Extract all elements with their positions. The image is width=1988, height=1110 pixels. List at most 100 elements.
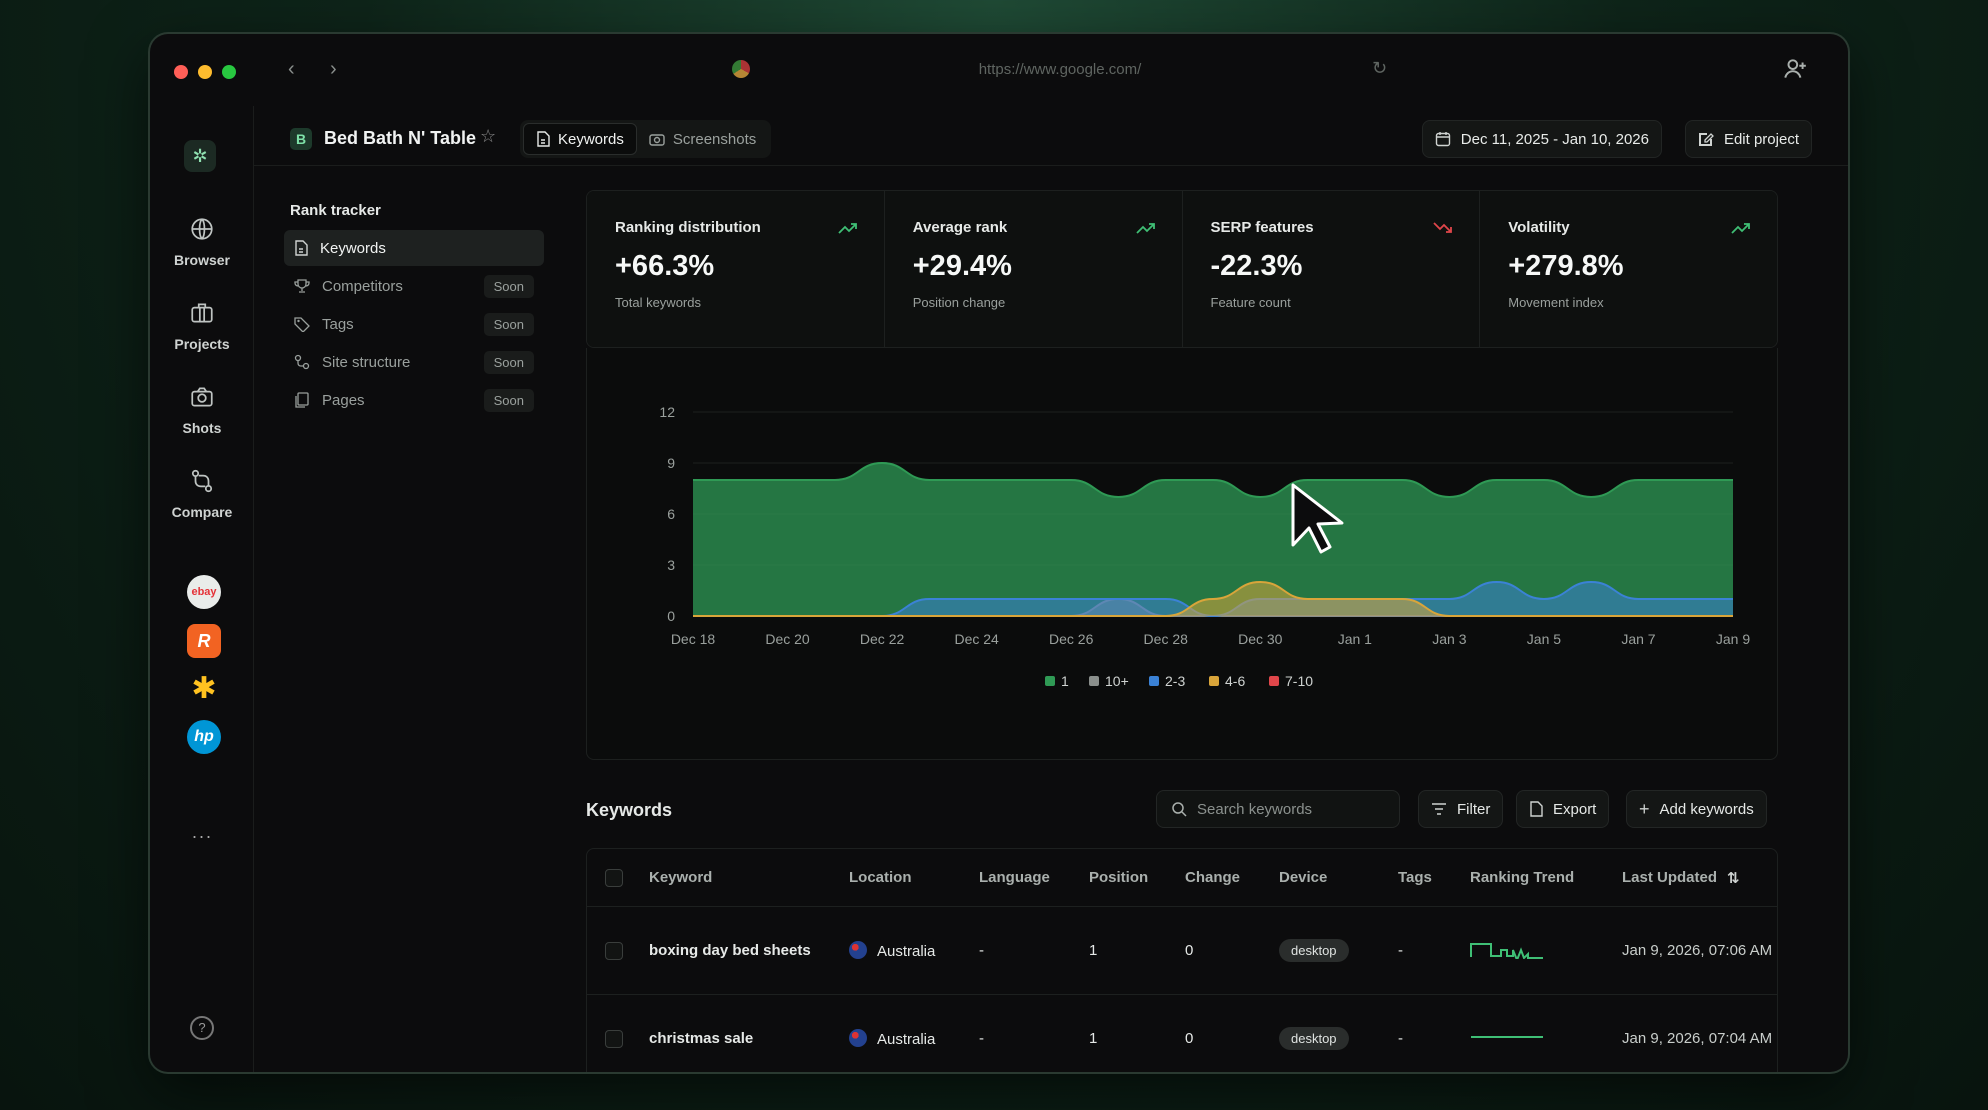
column-header[interactable]: Location [849, 869, 912, 886]
ranking-chart-svg: 0 3 6 9 12 Dec 18 Dec 20 Dec 22 Dec 24 Dec 26 Dec … [659, 404, 1750, 689]
sort-icon: ⇅ [1727, 869, 1740, 887]
legend-swatch-2-3 [1149, 676, 1159, 686]
sidebar-item-shots[interactable]: Shots [150, 384, 254, 438]
document-icon [295, 240, 308, 256]
location-text: Australia [877, 1031, 936, 1048]
forward-icon[interactable]: › [330, 58, 337, 80]
keyword-cell: boxing day bed sheets [649, 942, 811, 959]
favorite-ebay[interactable]: ebay [187, 575, 221, 609]
stat-subtitle: Feature count [1210, 295, 1291, 310]
stat-title: Volatility [1508, 219, 1570, 236]
more-icon[interactable]: ··· [191, 826, 213, 846]
legend-swatch-1 [1045, 676, 1055, 686]
row-checkbox[interactable] [605, 1029, 623, 1048]
x-tick-label: Dec 18 [671, 631, 716, 647]
nav-item-tags[interactable]: Tags Soon [284, 306, 544, 342]
add-keywords-button[interactable]: + Add keywords [1626, 790, 1767, 828]
help-icon[interactable]: ? [190, 1016, 214, 1040]
soon-badge: Soon [483, 274, 534, 298]
column-header[interactable]: Device [1279, 869, 1328, 886]
tab-screenshots[interactable]: Screenshots [637, 123, 768, 155]
legend-swatch-7-10 [1269, 676, 1279, 686]
x-tick-label: Dec 30 [1238, 631, 1283, 647]
file-icon [1530, 801, 1543, 817]
trend-up-icon [1731, 223, 1750, 234]
column-header[interactable]: Ranking Trend [1470, 869, 1575, 886]
nav-item-label: Keywords [320, 239, 386, 257]
add-user-icon[interactable] [1782, 56, 1808, 82]
table-row[interactable]: christmas sale Australia - 1 0 desktop -… [587, 995, 1777, 1072]
keywords-table: Keyword Location Language Position Chang… [586, 848, 1778, 1072]
tab-label: Keywords [558, 130, 624, 148]
stat-value: +29.4% [912, 250, 1012, 282]
site-structure-icon [294, 354, 310, 370]
stat-serp-features: SERP features -22.3% Feature count [1182, 191, 1481, 347]
legend-swatch-4-6 [1209, 676, 1219, 686]
tab-keywords[interactable]: Keywords [523, 123, 637, 155]
soon-badge: Soon [483, 350, 534, 374]
search-input[interactable]: Search keywords [1156, 790, 1400, 828]
camera-icon [649, 134, 665, 146]
column-header[interactable]: Language [979, 869, 1050, 886]
series-area-1 [693, 463, 1733, 616]
x-tick-label: Dec 26 [1049, 631, 1094, 647]
nav-item-pages[interactable]: Pages Soon [284, 382, 544, 418]
legend-label-10+: 10+ [1105, 673, 1129, 689]
column-header[interactable]: Position [1089, 869, 1149, 886]
export-label: Export [1553, 800, 1597, 818]
project-name: Bed Bath N' Table [324, 128, 476, 148]
minimize-window-button[interactable] [198, 65, 212, 79]
language-cell: - [979, 942, 984, 959]
back-icon[interactable]: ‹ [288, 58, 295, 80]
plus-icon: + [1639, 798, 1650, 819]
maximize-window-button[interactable] [222, 65, 236, 79]
url-bar[interactable]: https://www.google.com/ [978, 61, 1142, 78]
australia-flag-icon [849, 1029, 867, 1047]
x-tick-label: Dec 20 [765, 631, 810, 647]
keywords-title: Keywords [586, 800, 673, 820]
nav-item-competitors[interactable]: Competitors Soon [284, 268, 544, 304]
soon-badge: Soon [483, 388, 534, 412]
nav-item-keywords[interactable]: Keywords [284, 230, 544, 266]
sidebar-item-label: Compare [171, 504, 233, 520]
ranking-chart: 0 3 6 9 12 Dec 18 Dec 20 Dec 22 Dec 24 Dec 26 Dec … [586, 348, 1778, 760]
column-header[interactable]: Tags [1398, 869, 1432, 886]
favorite-hp[interactable]: hp [187, 720, 221, 754]
row-checkbox[interactable] [605, 941, 623, 960]
table-row[interactable]: boxing day bed sheets Australia - 1 0 de… [587, 907, 1777, 995]
legend-label-1: 1 [1061, 673, 1069, 689]
close-window-button[interactable] [174, 65, 188, 79]
last-updated-cell: Jan 9, 2026, 07:06 AM [1622, 942, 1773, 959]
favorite-walmart[interactable]: ✱ [191, 672, 217, 705]
legend-label-2-3: 2-3 [1165, 673, 1185, 689]
edit-project-button[interactable]: Edit project [1684, 120, 1812, 158]
sidebar-item-label: Projects [174, 336, 230, 352]
column-header[interactable]: Change [1185, 869, 1241, 886]
select-all-checkbox[interactable] [605, 868, 623, 887]
sort-last-updated[interactable]: Last Updated ⇅ [1622, 869, 1740, 887]
sidebar-item-projects[interactable]: Projects [150, 300, 254, 354]
nav-item-label: Site structure [322, 353, 411, 371]
favorite-r-app[interactable]: R [187, 624, 221, 658]
ranking-trend-cell [1470, 939, 1622, 963]
sidebar-item-compare[interactable]: Compare [150, 468, 254, 522]
search-placeholder: Search keywords [1197, 800, 1313, 818]
stat-subtitle: Total keywords [615, 295, 701, 310]
app-logo[interactable]: ✲ [184, 140, 216, 172]
x-tick-label: Dec 24 [954, 631, 999, 647]
column-header[interactable]: Keyword [649, 869, 713, 886]
tags-cell: - [1398, 1030, 1403, 1047]
export-button[interactable]: Export [1516, 790, 1610, 828]
star-icon[interactable]: ☆ [480, 126, 497, 146]
series-line-1 [693, 461, 1733, 499]
sidebar-item-browser[interactable]: Browser [150, 216, 254, 270]
date-range-picker[interactable]: Dec 11, 2025 - Jan 10, 2026 [1421, 120, 1662, 158]
change-cell: 0 [1185, 942, 1194, 959]
filter-button[interactable]: Filter [1418, 790, 1504, 828]
series-line-4-6 [693, 580, 1733, 617]
stat-value: -22.3% [1210, 250, 1303, 282]
reload-icon[interactable]: ↻ [1372, 58, 1388, 78]
sparkline-flat [1471, 1035, 1543, 1038]
nav-item-site-structure[interactable]: Site structure Soon [284, 344, 544, 380]
edit-icon [1698, 133, 1714, 146]
